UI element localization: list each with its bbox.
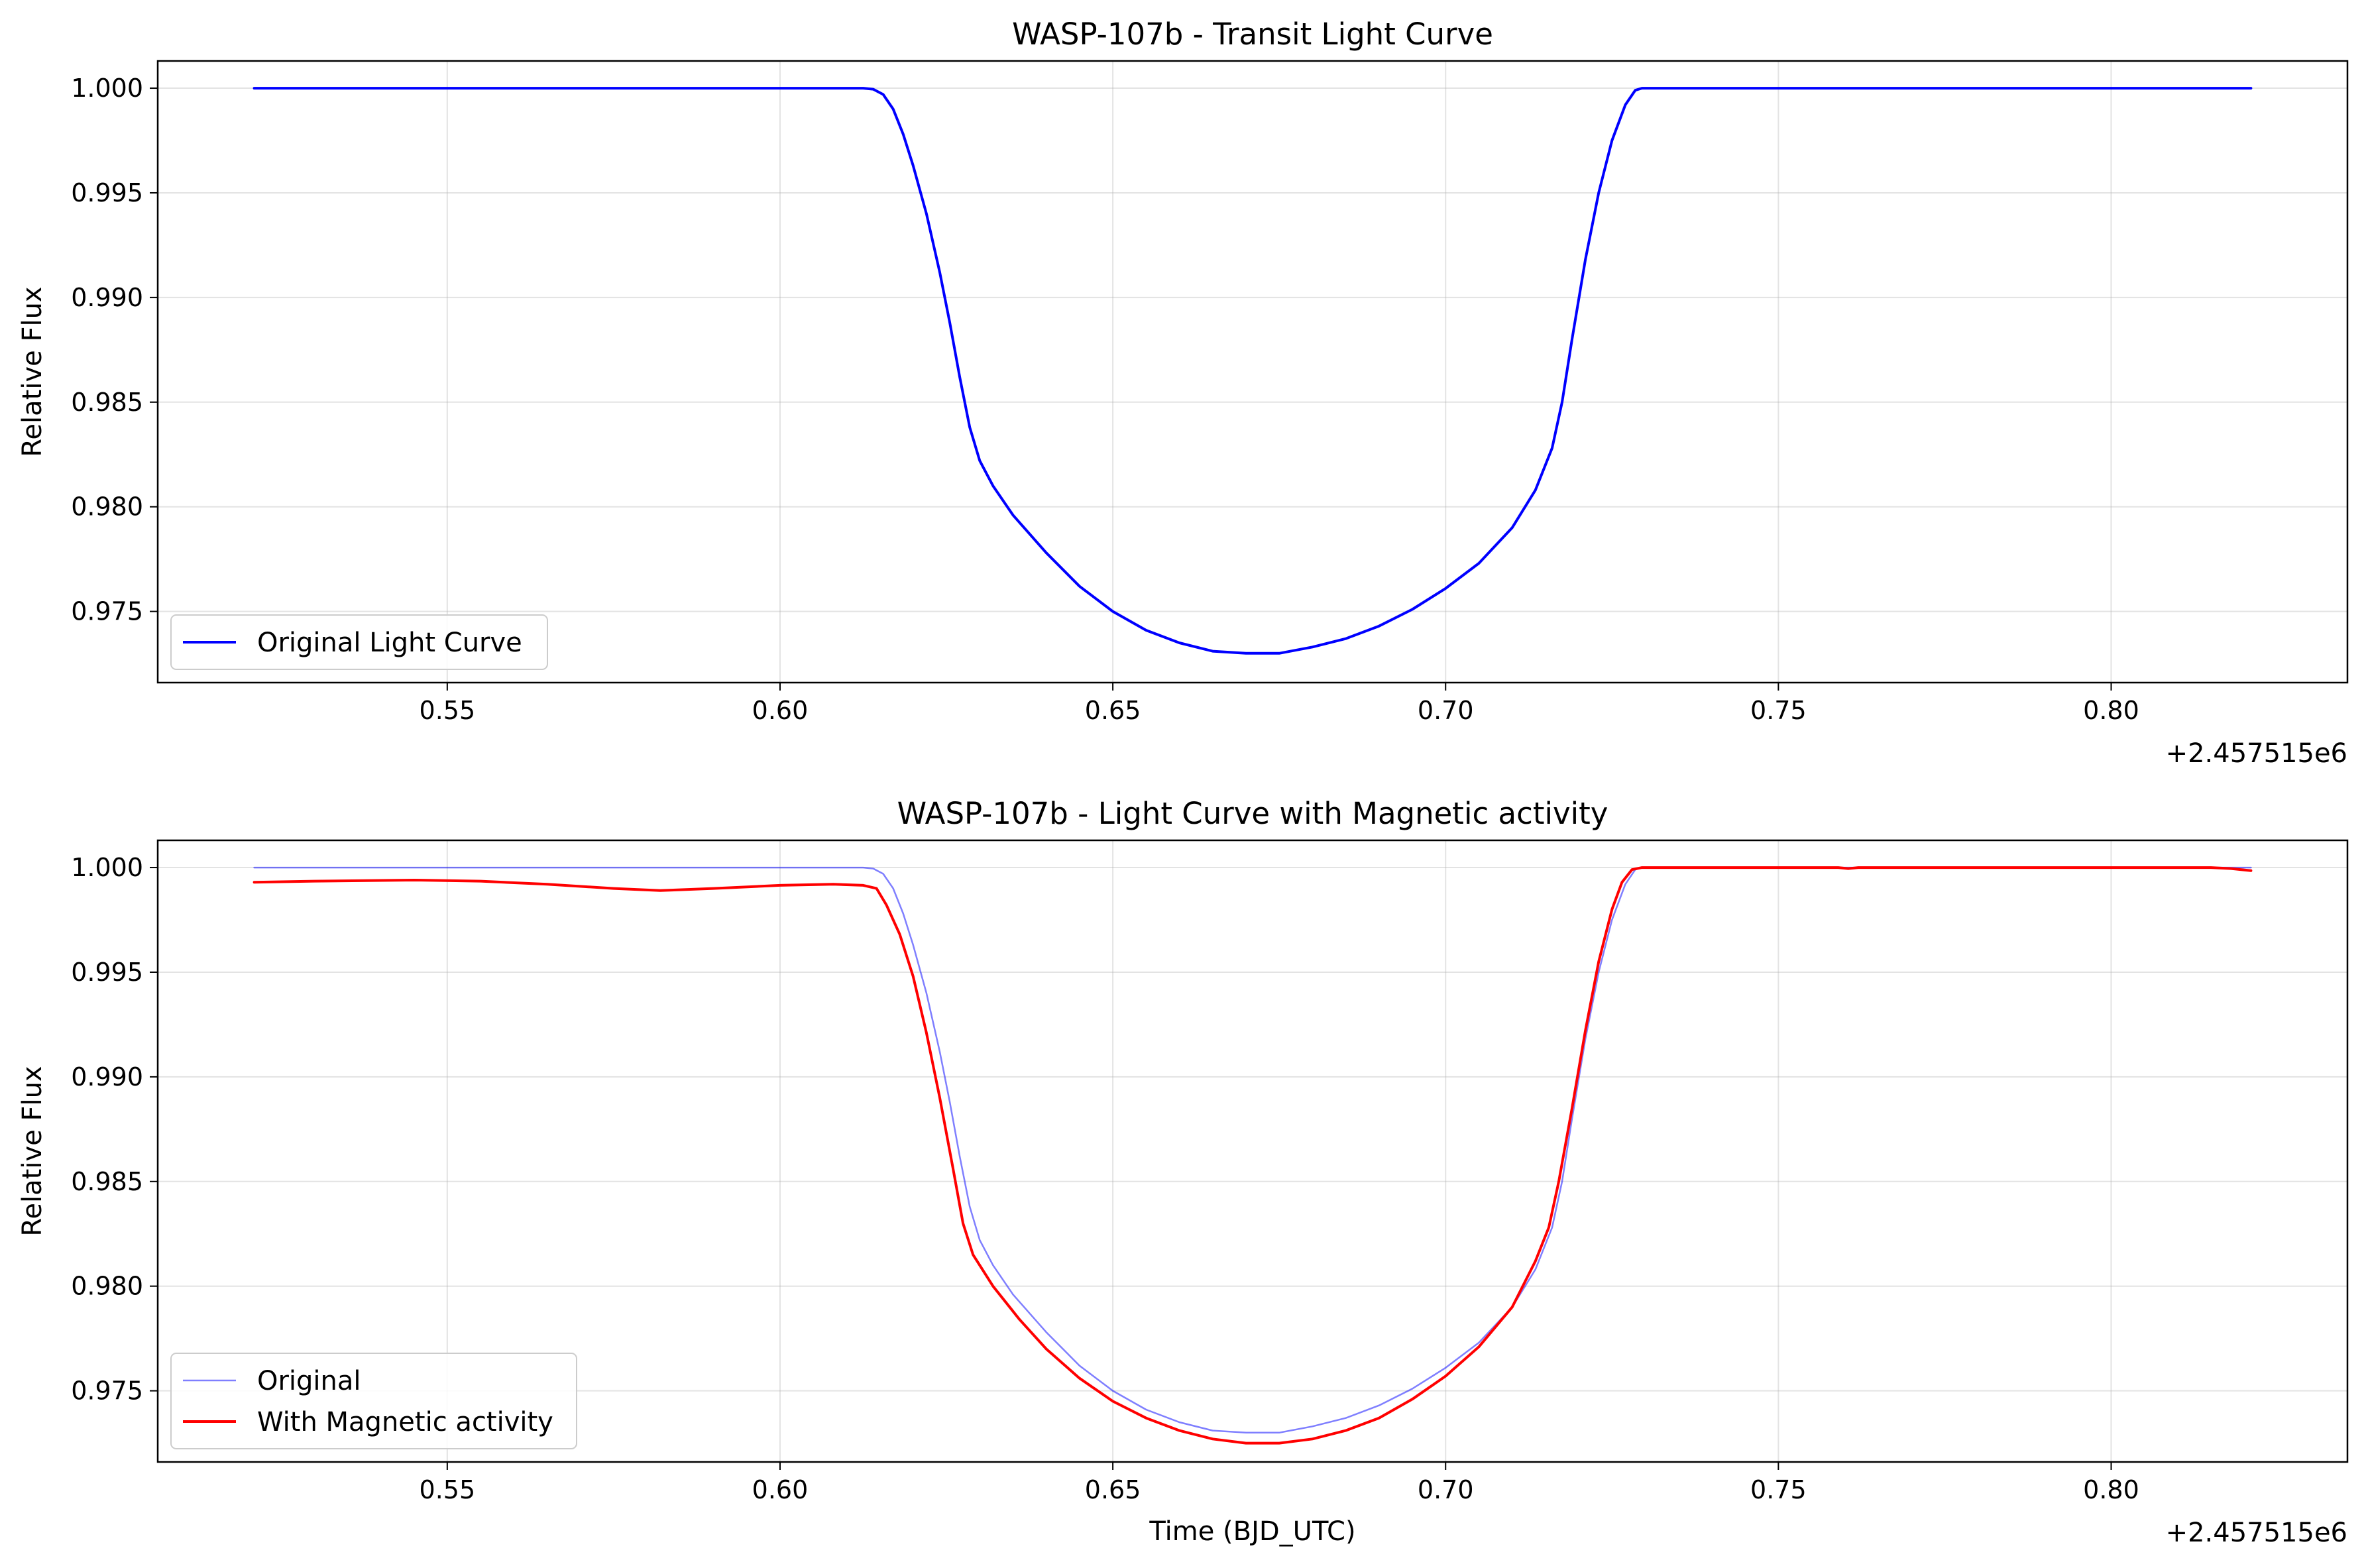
x-tick-label: 0.80: [2083, 1475, 2139, 1504]
chart-title: WASP-107b - Light Curve with Magnetic ac…: [897, 796, 1608, 831]
transit-light-curve-panel: 0.55 0.60 0.65 0.70 0.75 0.80 0.975 0.980 0.985…: [17, 17, 2349, 769]
chart-title: WASP-107b - Transit Light Curve: [1012, 17, 1493, 52]
x-axis-label: Time (BJD_UTC): [1149, 1516, 1355, 1547]
x-axis-offset-label: +2.457515e6: [2166, 1518, 2347, 1548]
x-tick-label: 0.80: [2083, 696, 2139, 725]
y-tick-label: 0.995: [71, 178, 143, 207]
x-axis-offset-label: +2.457515e6: [2166, 738, 2347, 769]
axes-frame: [156, 839, 2349, 1463]
series-line-2: [253, 866, 2253, 1445]
x-tick-label: 0.75: [1750, 1475, 1807, 1504]
x-tick-label: 0.70: [1418, 1475, 1474, 1504]
x-axis-ticks: 0.55 0.60 0.65 0.70 0.75 0.80: [420, 1462, 2139, 1504]
legend-entry-label: Original: [257, 1366, 361, 1396]
y-tick-label: 0.995: [71, 958, 143, 987]
x-tick-label: 0.65: [1085, 1475, 1141, 1504]
series-line-1: [253, 87, 2253, 655]
series-layer: [253, 87, 2253, 655]
x-tick-label: 0.60: [752, 1475, 809, 1504]
x-tick-label: 0.70: [1418, 696, 1474, 725]
x-axis-ticks: 0.55 0.60 0.65 0.70 0.75 0.80: [420, 683, 2139, 725]
y-axis-ticks: 0.975 0.980 0.985 0.990 0.995 1.000: [71, 853, 158, 1406]
grid: [158, 61, 2347, 683]
x-tick-label: 0.65: [1085, 696, 1141, 725]
series-line-1: [253, 866, 2252, 1434]
axes-frame: [156, 60, 2349, 684]
y-tick-label: 0.975: [71, 1376, 143, 1406]
y-tick-label: 0.980: [71, 492, 143, 522]
y-tick-label: 0.990: [71, 283, 143, 312]
y-tick-label: 1.000: [71, 74, 143, 103]
y-tick-label: 0.985: [71, 388, 143, 417]
x-tick-label: 0.55: [420, 1475, 476, 1504]
y-axis-label: Relative Flux: [17, 286, 48, 457]
y-tick-label: 0.990: [71, 1062, 143, 1092]
y-axis-label: Relative Flux: [17, 1066, 48, 1236]
plot-area: [158, 61, 2347, 683]
legend-entry-label: With Magnetic activity: [257, 1407, 553, 1437]
y-axis-ticks: 0.975 0.980 0.985 0.990 0.995 1.000: [71, 74, 158, 626]
magnetic-activity-light-curve-panel: 0.55 0.60 0.65 0.70 0.75 0.80 0.975 0.980 0.985…: [17, 796, 2349, 1548]
legend-box: [170, 1353, 577, 1449]
y-tick-label: 0.985: [71, 1167, 143, 1196]
y-tick-label: 0.975: [71, 597, 143, 626]
x-tick-label: 0.55: [420, 696, 476, 725]
y-tick-label: 1.000: [71, 853, 143, 882]
series-layer: [253, 866, 2253, 1445]
y-tick-label: 0.980: [71, 1272, 143, 1301]
x-tick-label: 0.75: [1750, 696, 1807, 725]
legend: Original Light Curve: [170, 614, 548, 670]
legend-box: [170, 614, 548, 670]
legend: Original With Magnetic activity: [170, 1353, 577, 1449]
legend-entry-label: Original Light Curve: [257, 628, 522, 658]
x-tick-label: 0.60: [752, 696, 809, 725]
